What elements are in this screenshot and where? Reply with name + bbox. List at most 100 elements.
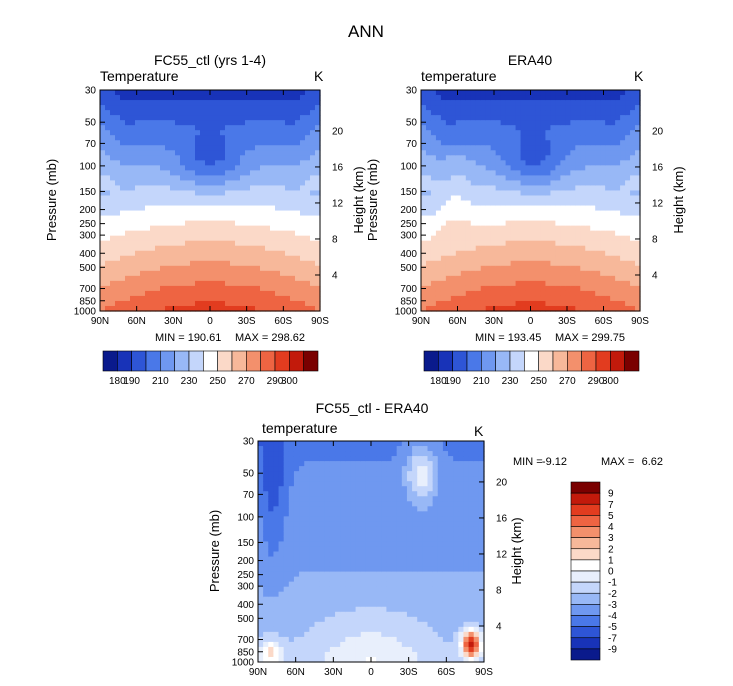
field-cell xyxy=(100,170,106,176)
field-cell xyxy=(309,636,316,643)
field-cell xyxy=(470,235,477,242)
field-cell xyxy=(283,481,290,487)
field-cell xyxy=(580,185,586,192)
field-cell xyxy=(273,541,280,548)
field-cell xyxy=(250,300,256,307)
field-cell xyxy=(160,105,166,111)
y-axis-right-label: Height (km) xyxy=(351,166,366,233)
field-cell xyxy=(155,245,161,252)
field-cell xyxy=(485,270,492,277)
field-cell xyxy=(625,265,631,272)
field-cell xyxy=(225,175,231,182)
field-cell xyxy=(165,210,171,217)
field-cell xyxy=(315,245,321,252)
field-cell xyxy=(575,230,581,237)
field-cell xyxy=(610,275,616,282)
field-cell xyxy=(570,250,576,257)
field-cell xyxy=(360,596,367,603)
field-cell xyxy=(324,516,331,522)
field-cell xyxy=(120,90,126,96)
panel-variable: temperature xyxy=(421,68,497,84)
field-cell xyxy=(278,566,285,573)
field-cell xyxy=(240,220,246,227)
field-cell xyxy=(115,190,121,197)
field-cell xyxy=(240,265,246,272)
field-cell xyxy=(263,571,269,578)
field-cell xyxy=(125,205,131,212)
field-cell xyxy=(165,300,171,307)
field-cell xyxy=(460,285,467,292)
field-cell xyxy=(635,250,641,257)
field-cell xyxy=(309,461,316,467)
field-cell xyxy=(520,290,527,297)
field-cell xyxy=(625,160,631,166)
field-cell xyxy=(620,120,626,126)
field-cell xyxy=(530,115,537,121)
field-cell xyxy=(200,165,206,171)
field-cell xyxy=(530,145,537,151)
field-cell xyxy=(245,270,251,277)
field-cell xyxy=(515,265,522,272)
field-cell xyxy=(263,631,269,638)
field-cell xyxy=(100,130,106,136)
field-cell xyxy=(110,150,116,156)
field-cell xyxy=(190,240,196,247)
field-cell xyxy=(195,295,201,302)
field-cell xyxy=(450,280,457,287)
field-cell xyxy=(435,125,442,131)
field-cell xyxy=(545,265,552,272)
field-cell xyxy=(265,200,271,207)
field-cell xyxy=(625,290,631,297)
field-cell xyxy=(490,235,497,242)
field-cell xyxy=(260,210,266,217)
field-cell xyxy=(250,280,256,287)
field-cell xyxy=(135,185,141,192)
field-cell xyxy=(215,285,221,292)
field-cell xyxy=(360,491,367,497)
field-cell xyxy=(485,275,492,282)
field-cell xyxy=(515,90,522,96)
field-cell xyxy=(510,225,517,232)
field-cell xyxy=(220,180,226,187)
field-cell xyxy=(445,185,452,192)
field-cell xyxy=(421,275,427,282)
field-cell xyxy=(450,285,457,292)
field-cell xyxy=(245,170,251,176)
field-cell xyxy=(288,586,295,593)
field-cell xyxy=(120,160,126,166)
field-cell xyxy=(300,145,306,151)
field-cell xyxy=(500,230,507,237)
field-cell xyxy=(270,210,276,217)
field-cell xyxy=(495,235,502,242)
field-cell xyxy=(100,210,106,217)
y-tick-label: 850 xyxy=(400,296,417,307)
field-cell xyxy=(300,255,306,262)
field-cell xyxy=(635,110,641,116)
field-cell xyxy=(225,200,231,207)
field-cell xyxy=(200,220,206,227)
field-cell xyxy=(480,270,487,277)
field-cell xyxy=(135,160,141,166)
field-cell xyxy=(605,200,611,207)
field-cell xyxy=(500,240,507,247)
field-cell xyxy=(545,190,552,197)
field-cell xyxy=(275,190,281,197)
colorbar-swatch xyxy=(552,350,568,372)
field-cell xyxy=(345,631,352,638)
field-cell xyxy=(304,536,310,543)
field-cell xyxy=(500,160,507,166)
field-cell xyxy=(480,265,487,272)
field-cell xyxy=(170,180,176,187)
field-cell xyxy=(550,255,556,262)
field-cell xyxy=(115,200,121,207)
field-cell xyxy=(140,205,146,212)
field-cell xyxy=(545,245,552,252)
field-cell xyxy=(425,125,432,131)
field-cell xyxy=(455,130,462,136)
field-cell xyxy=(125,230,131,237)
field-cell xyxy=(195,260,201,267)
field-cell xyxy=(465,265,472,272)
field-cell xyxy=(580,120,586,126)
field-cell xyxy=(625,140,631,146)
field-cell xyxy=(305,250,311,257)
